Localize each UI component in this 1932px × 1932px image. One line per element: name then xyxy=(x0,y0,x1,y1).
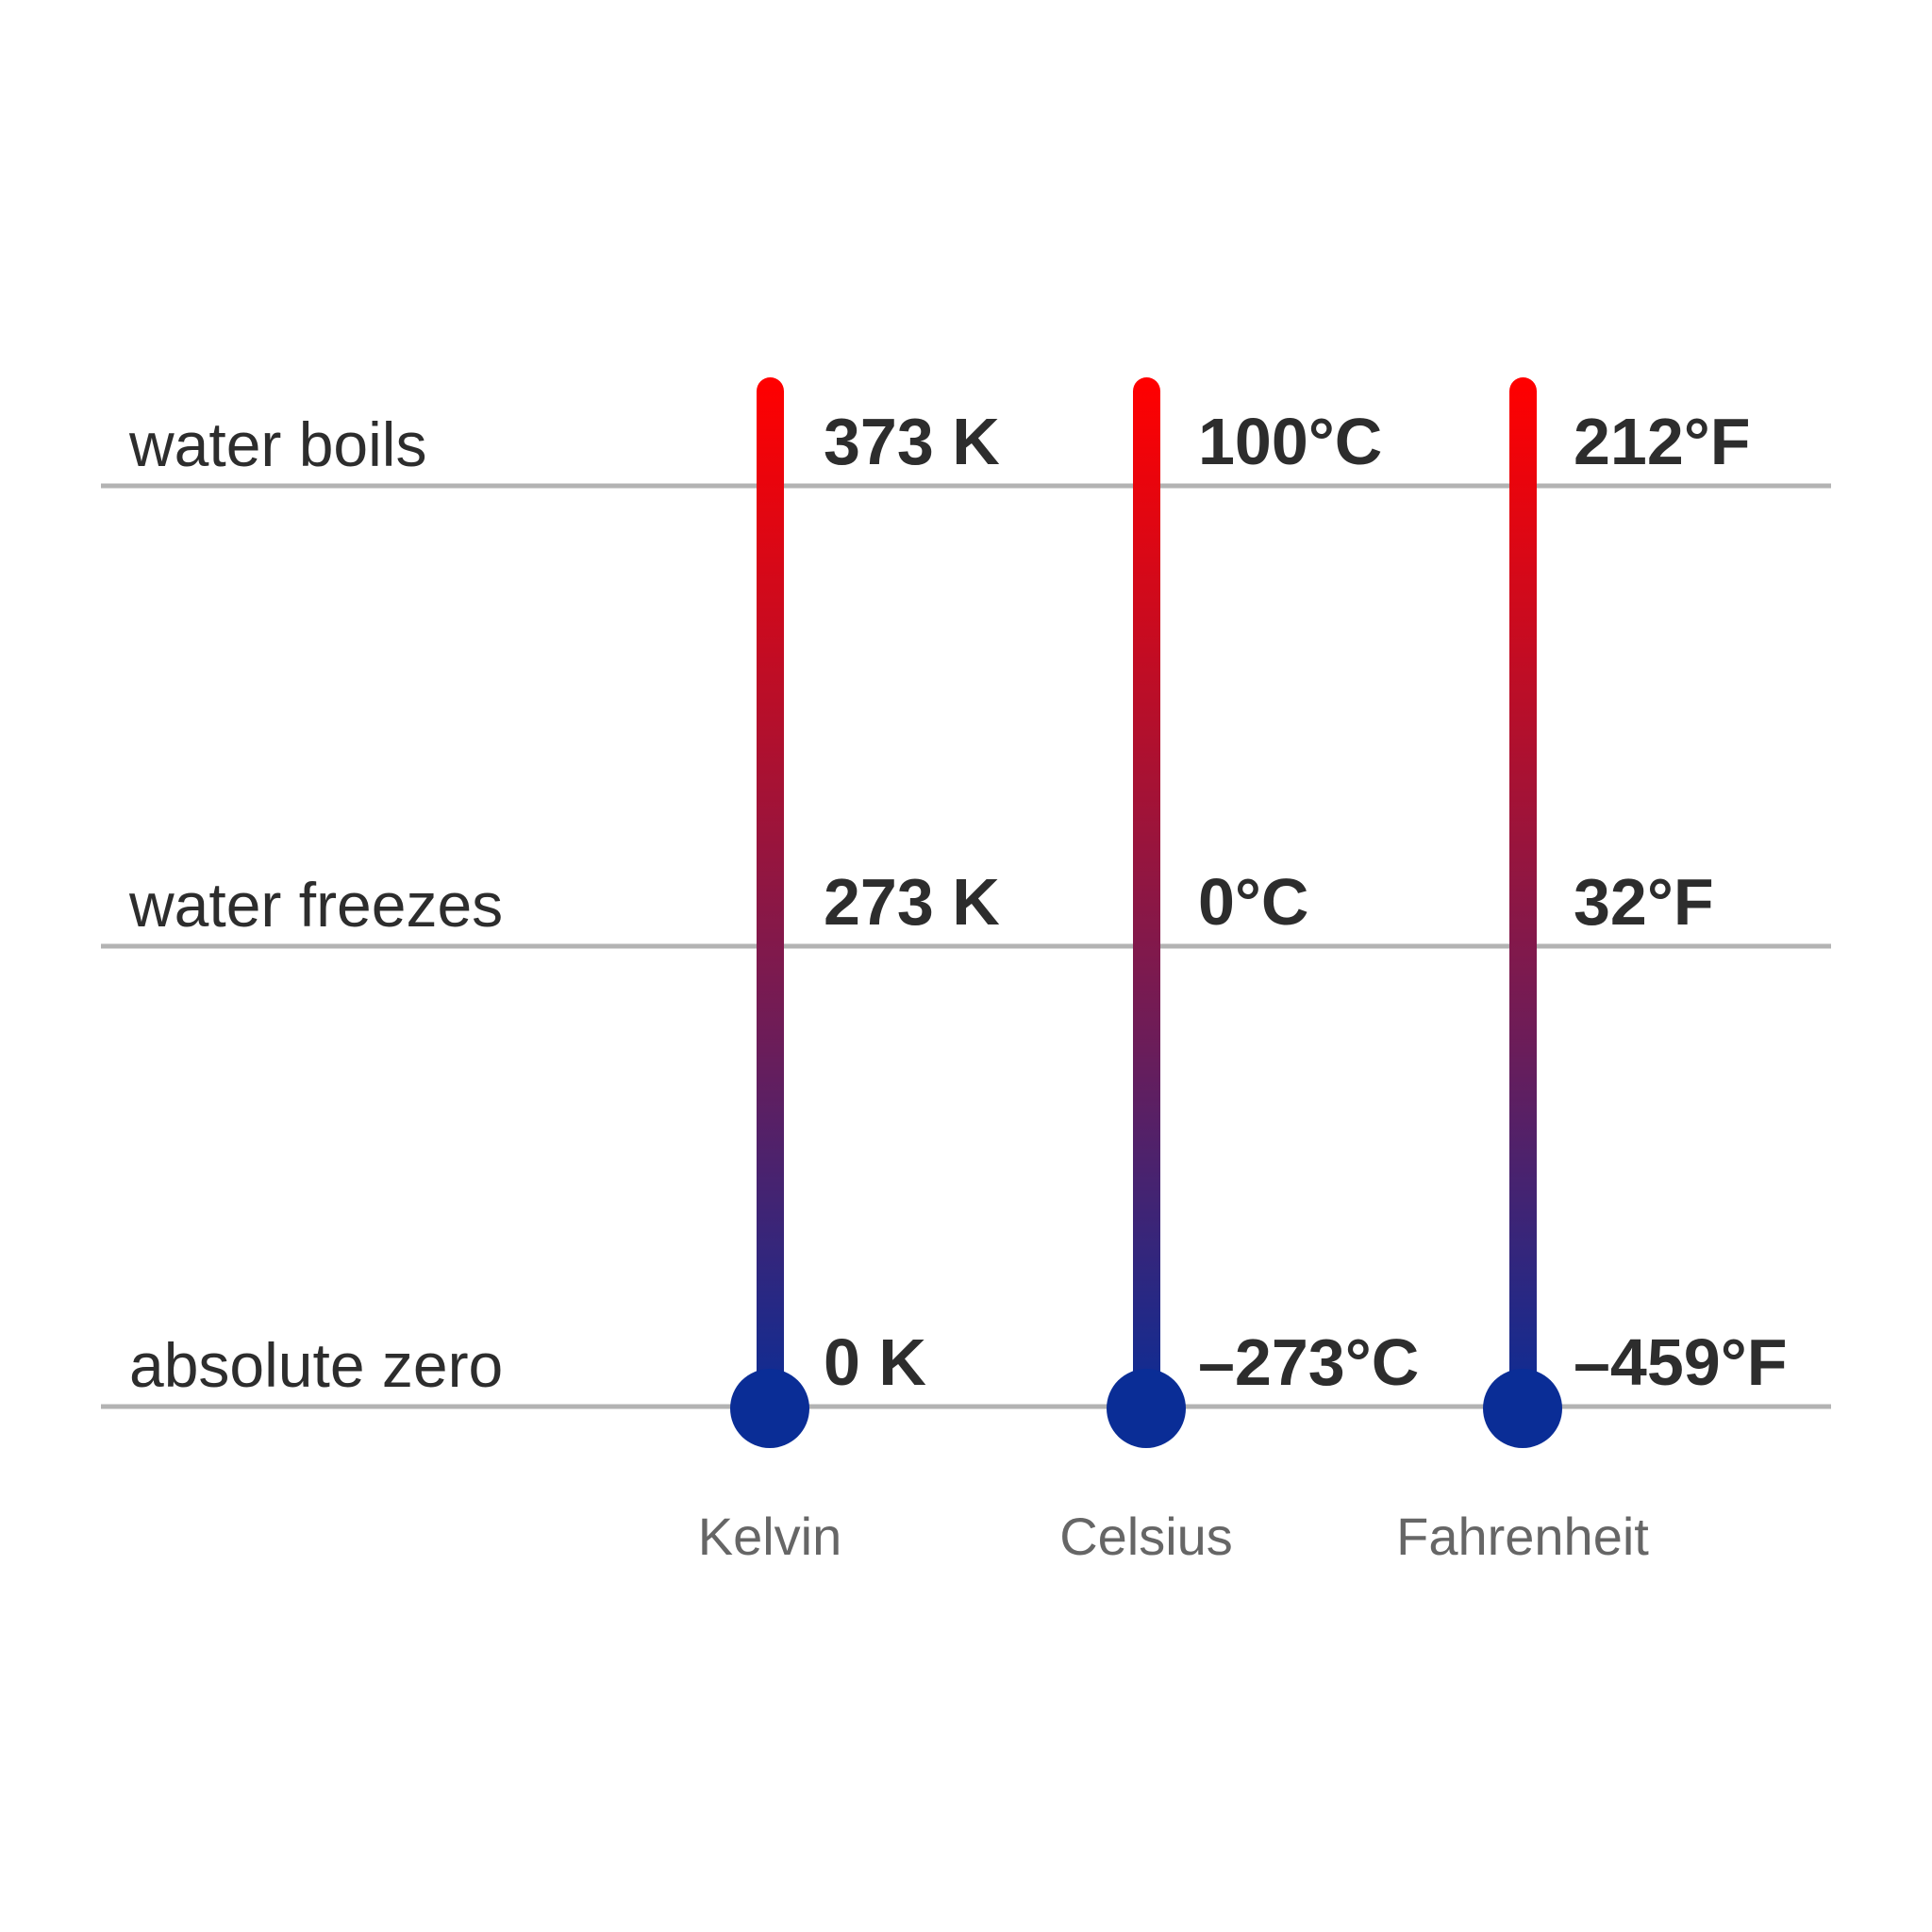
value-celsius-zero: –273°C xyxy=(1198,1325,1419,1399)
value-kelvin-zero: 0 K xyxy=(824,1325,926,1399)
thermometer-celsius xyxy=(1107,377,1186,1448)
row-label-water-freezes: water freezes xyxy=(128,870,503,940)
value-fahrenheit-boils: 212°F xyxy=(1574,405,1751,478)
thermometer-tube xyxy=(757,377,784,1387)
scale-label-celsius: Celsius xyxy=(1059,1507,1233,1566)
thermometer-bulb xyxy=(1483,1369,1562,1448)
thermometer-bulb xyxy=(730,1369,809,1448)
row-label-absolute-zero: absolute zero xyxy=(129,1330,503,1400)
value-fahrenheit-zero: –459°F xyxy=(1574,1325,1787,1399)
value-kelvin-freezes: 273 K xyxy=(824,865,1000,939)
thermometer-tube xyxy=(1133,377,1160,1387)
value-celsius-boils: 100°C xyxy=(1198,405,1382,478)
value-celsius-freezes: 0°C xyxy=(1198,865,1308,939)
scale-label-fahrenheit: Fahrenheit xyxy=(1396,1507,1649,1566)
thermometer-bulb xyxy=(1107,1369,1186,1448)
row-label-water-boils: water boils xyxy=(128,409,426,479)
value-fahrenheit-freezes: 32°F xyxy=(1574,865,1714,939)
value-kelvin-boils: 373 K xyxy=(824,405,1000,478)
thermometer-fahrenheit xyxy=(1483,377,1562,1448)
scale-label-kelvin: Kelvin xyxy=(698,1507,842,1566)
thermometer-kelvin xyxy=(730,377,809,1448)
thermometer-tube xyxy=(1509,377,1537,1387)
